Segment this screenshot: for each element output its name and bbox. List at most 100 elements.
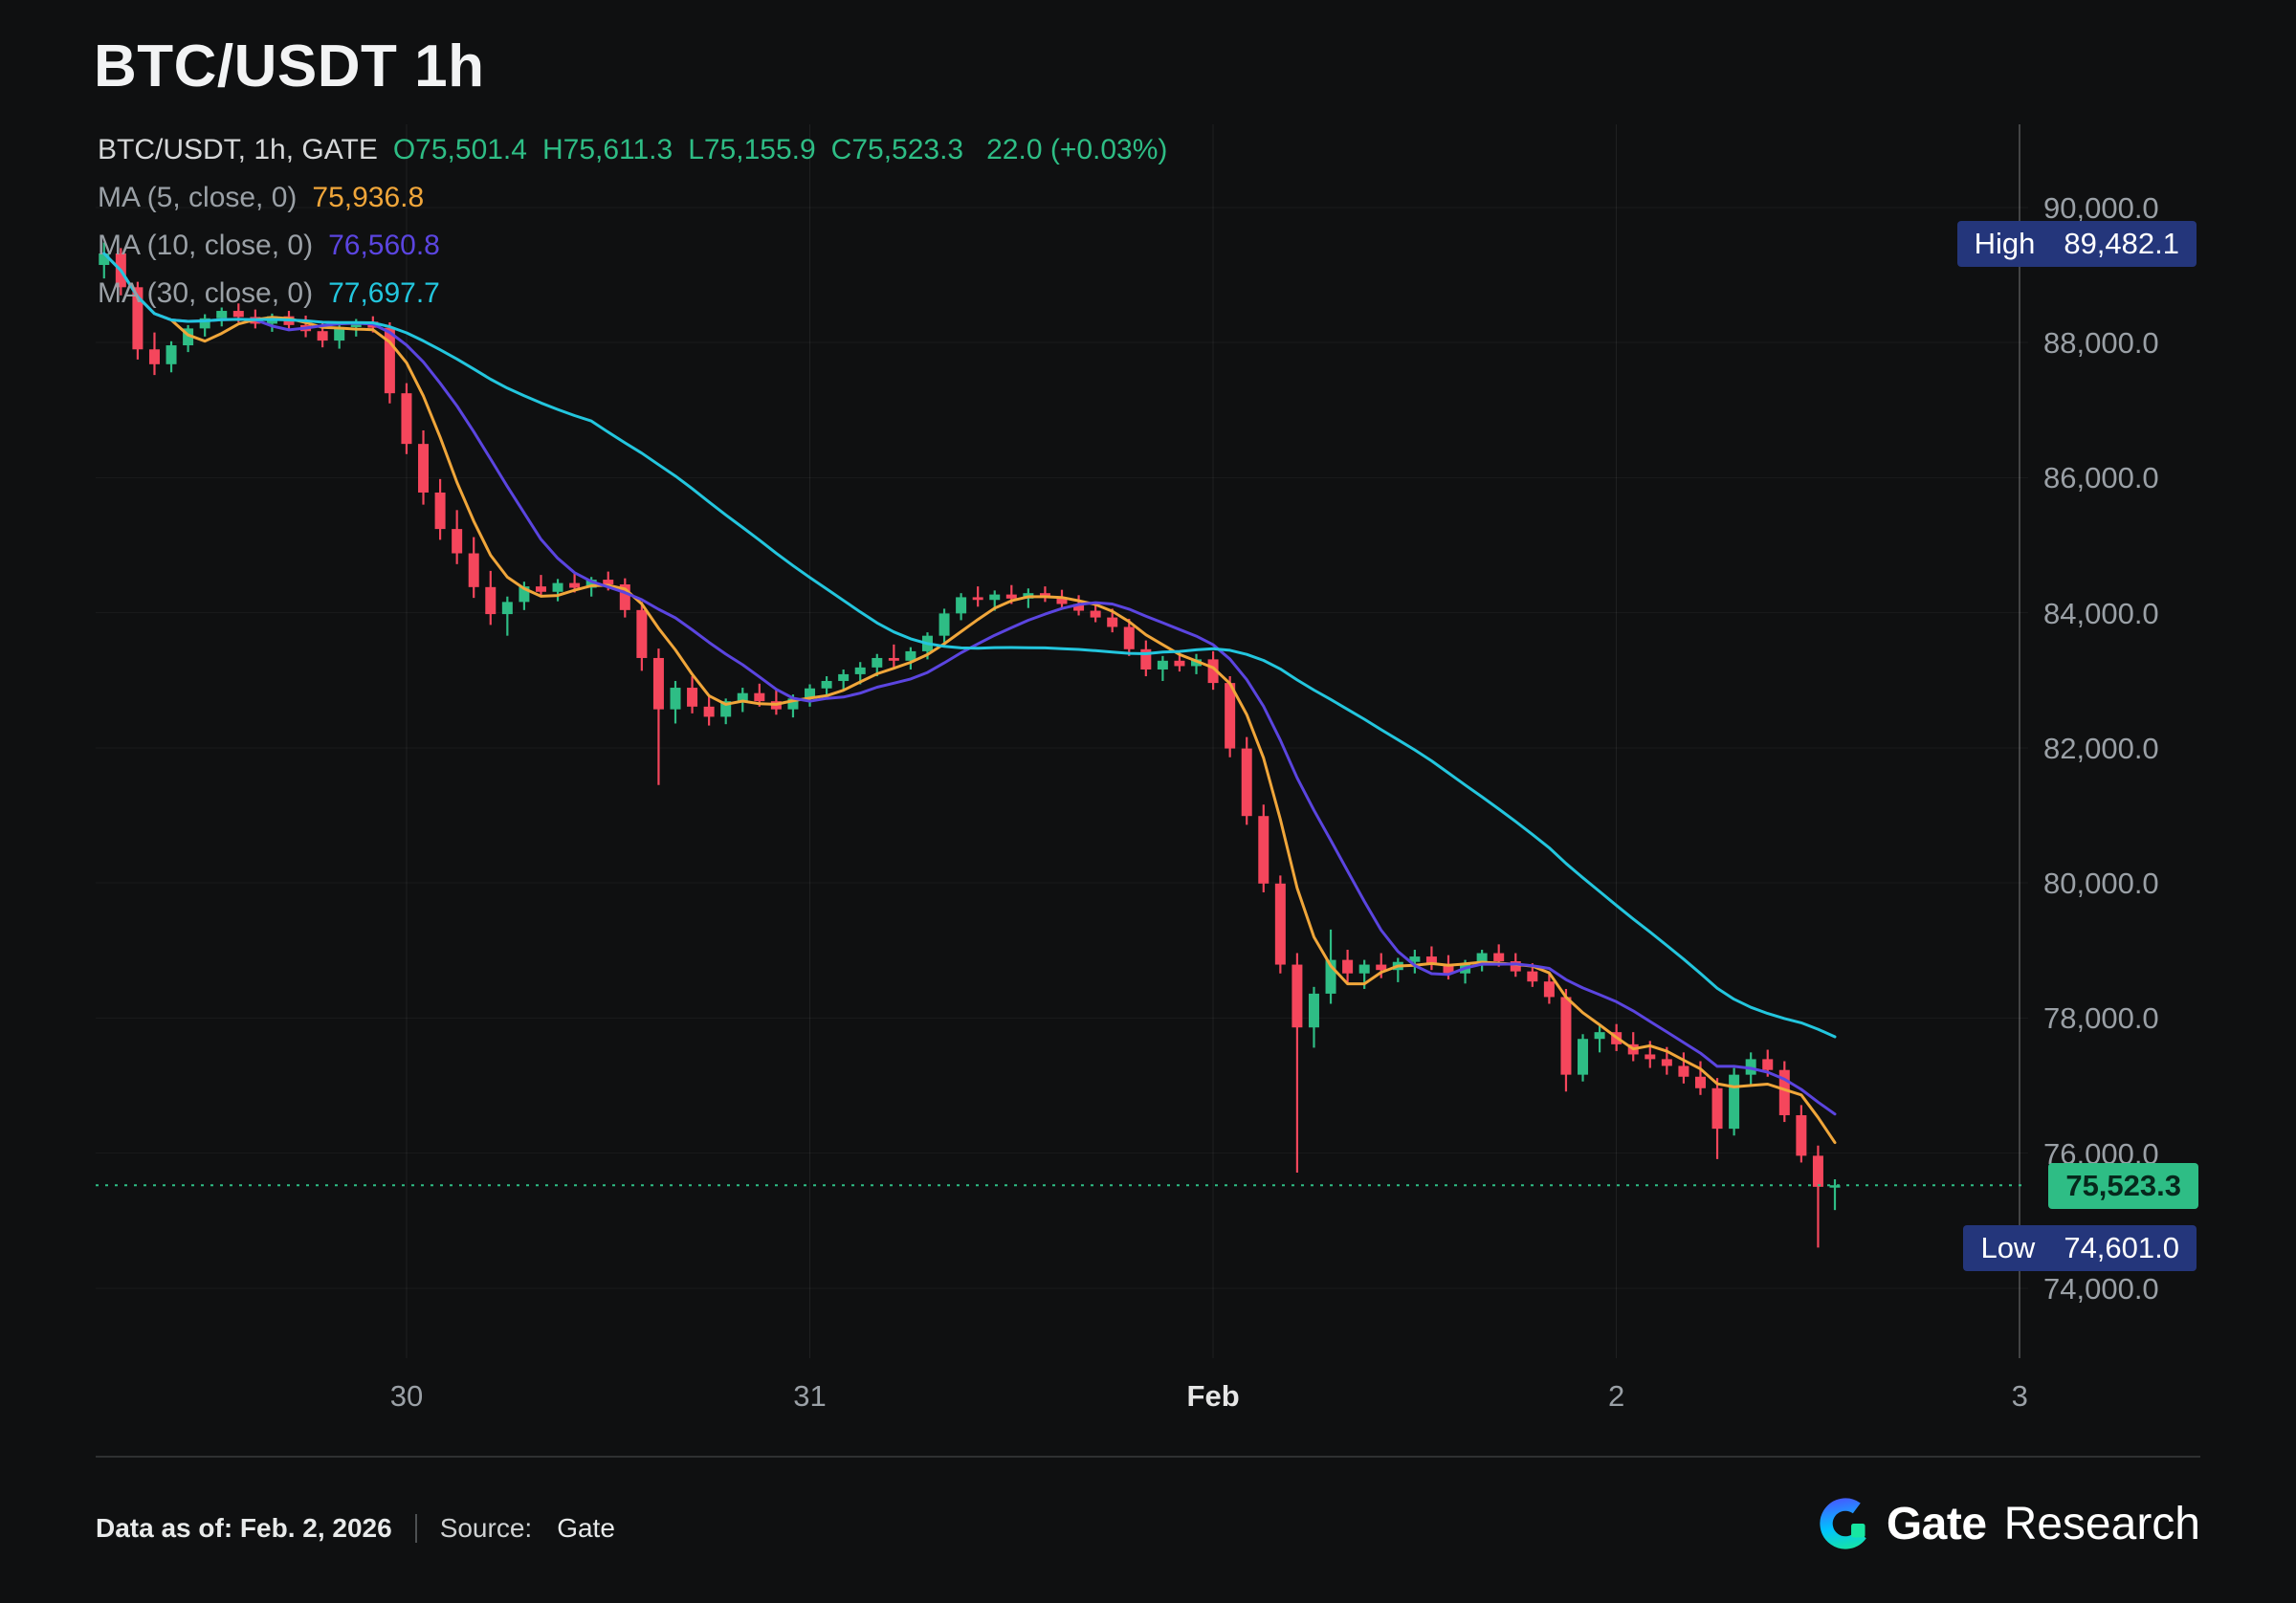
candle-body bbox=[1140, 648, 1152, 670]
candle-body bbox=[401, 393, 412, 445]
candle-body bbox=[687, 688, 698, 707]
candle-body bbox=[334, 326, 345, 341]
candle-body bbox=[1292, 964, 1303, 1028]
brand-gate-text: Gate bbox=[1886, 1498, 1987, 1549]
brand-research-text: Research bbox=[2003, 1498, 2200, 1549]
candle-body bbox=[1225, 683, 1236, 749]
gate-research-brand: Gate Research bbox=[1818, 1496, 2200, 1551]
candle-body bbox=[1694, 1076, 1706, 1088]
candle-body bbox=[619, 584, 630, 610]
y-axis-label: 88,000.0 bbox=[2043, 326, 2159, 361]
candle-body bbox=[1207, 659, 1219, 684]
ma30-label: MA (30, close, 0) bbox=[98, 277, 314, 309]
candle-body bbox=[585, 580, 597, 588]
horizontal-gridlines bbox=[96, 207, 2028, 1289]
candle-body bbox=[1560, 997, 1572, 1075]
footer-divider-line bbox=[96, 1456, 2200, 1458]
low-badge-label: Low bbox=[1980, 1231, 2036, 1265]
candle-body bbox=[1039, 593, 1050, 598]
candle-body bbox=[720, 701, 732, 717]
data-as-of-label: Data as of: Feb. 2, 2026 bbox=[96, 1513, 392, 1543]
candle-body bbox=[434, 492, 446, 530]
x-axis-label: 3 bbox=[2011, 1379, 2028, 1413]
y-axis-label: 84,000.0 bbox=[2043, 596, 2159, 630]
candle-body bbox=[1594, 1032, 1605, 1040]
open-value: O75,501.4 bbox=[392, 134, 527, 165]
ma30-value: 77,697.7 bbox=[328, 277, 440, 309]
candle-body bbox=[569, 582, 581, 588]
page-title: BTC/USDT 1h bbox=[94, 33, 485, 99]
candle-body bbox=[956, 597, 967, 614]
candle-body bbox=[703, 706, 715, 717]
ma30-legend-row: MA (30, close, 0) 77,697.7 bbox=[98, 270, 1167, 318]
symbol-label: BTC/USDT, 1h, GATE bbox=[98, 134, 378, 165]
candle-body bbox=[603, 580, 614, 585]
candle-body bbox=[148, 349, 160, 364]
candle-body bbox=[183, 328, 194, 346]
candle-body bbox=[938, 613, 950, 636]
y-axis-label: 80,000.0 bbox=[2043, 867, 2159, 901]
candle-body bbox=[1661, 1059, 1672, 1066]
y-axis-label: 74,000.0 bbox=[2043, 1271, 2159, 1306]
candle-body bbox=[384, 327, 395, 394]
candle-body bbox=[838, 673, 850, 681]
low-badge-value: 74,601.0 bbox=[2064, 1231, 2179, 1265]
candle-body bbox=[1778, 1069, 1790, 1116]
ma5-label: MA (5, close, 0) bbox=[98, 182, 298, 213]
candle-body bbox=[317, 331, 328, 341]
y-axis-label: 86,000.0 bbox=[2043, 461, 2159, 495]
candle-body bbox=[1123, 626, 1135, 649]
ma10-line bbox=[102, 252, 1837, 1116]
candle-body bbox=[1678, 1065, 1689, 1077]
moving-averages bbox=[102, 252, 1837, 1145]
footer-separator bbox=[414, 1514, 417, 1543]
low-badge: Low 74,601.0 bbox=[1963, 1225, 2197, 1272]
ma5-value: 75,936.8 bbox=[312, 182, 425, 213]
candle-body bbox=[1376, 964, 1387, 971]
y-axis-label: 78,000.0 bbox=[2043, 1001, 2159, 1036]
candle-body bbox=[1107, 617, 1118, 627]
candle-body bbox=[1258, 816, 1269, 884]
candle-body bbox=[670, 688, 681, 710]
candle-body bbox=[1476, 953, 1488, 964]
chart-legend: BTC/USDT, 1h, GATE O75,501.4 H75,611.3 L… bbox=[98, 126, 1167, 318]
candle-body bbox=[1325, 959, 1336, 994]
ma10-value: 76,560.8 bbox=[328, 230, 440, 261]
candle-body bbox=[1578, 1039, 1589, 1075]
candle-body bbox=[854, 667, 866, 674]
symbol-ohlc-row: BTC/USDT, 1h, GATE O75,501.4 H75,611.3 L… bbox=[98, 126, 1167, 174]
candle-body bbox=[821, 680, 832, 689]
y-axis-label: 82,000.0 bbox=[2043, 731, 2159, 765]
candle-body bbox=[501, 602, 513, 615]
high-value: H75,611.3 bbox=[541, 134, 673, 165]
high-badge-value: 89,482.1 bbox=[2064, 226, 2179, 260]
candle-body bbox=[989, 594, 1001, 601]
candle-body bbox=[1409, 956, 1421, 962]
candle-body bbox=[1711, 1087, 1723, 1130]
candle-body bbox=[232, 311, 244, 318]
candle-body bbox=[99, 253, 110, 266]
high-badge: High 89,482.1 bbox=[1956, 220, 2197, 267]
ma5-line bbox=[102, 252, 1837, 1145]
candle-body bbox=[1274, 883, 1286, 965]
close-value: C75,523.3 bbox=[830, 134, 964, 165]
candle-body bbox=[485, 586, 497, 615]
vertical-gridlines bbox=[406, 124, 2021, 1358]
candle-body bbox=[1308, 993, 1319, 1028]
candle-body bbox=[636, 609, 648, 658]
candle-body bbox=[552, 582, 563, 592]
candle-body bbox=[1729, 1074, 1740, 1130]
x-axis-label: Feb bbox=[1186, 1379, 1240, 1413]
high-badge-label: High bbox=[1974, 226, 2036, 260]
candle-body bbox=[737, 692, 748, 702]
candle-body bbox=[199, 318, 210, 329]
candle-body bbox=[1157, 660, 1168, 670]
candle-body bbox=[1443, 964, 1454, 974]
candles bbox=[99, 242, 1841, 1248]
last-price-badge: 75,523.3 bbox=[2048, 1163, 2198, 1210]
candle-body bbox=[1090, 610, 1101, 618]
candle-body bbox=[216, 311, 228, 318]
candle-body bbox=[1796, 1115, 1807, 1156]
candle-body bbox=[1762, 1059, 1774, 1070]
candle-body bbox=[1543, 981, 1555, 998]
